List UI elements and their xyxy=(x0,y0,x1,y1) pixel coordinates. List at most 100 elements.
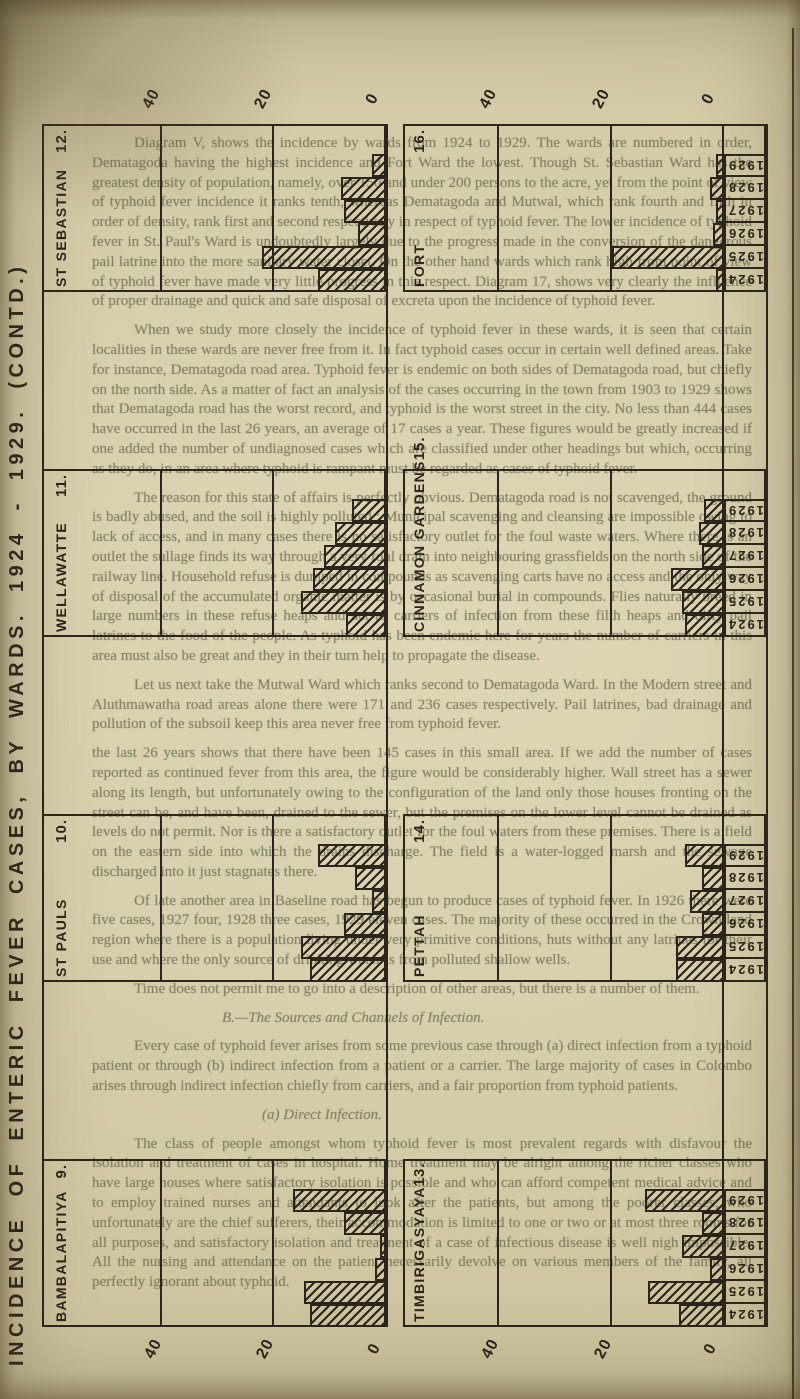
year-label-box: 1929 xyxy=(724,154,766,177)
year-label-box: 1925 xyxy=(724,246,766,269)
bar-1928 xyxy=(701,867,724,890)
year-label: 1925 xyxy=(726,594,764,609)
bleed-paragraph: The reason for this state of affairs is … xyxy=(92,489,752,664)
chart-st-pauls: ST PAULS 10. xyxy=(42,814,386,982)
chart-frame-top xyxy=(42,1159,386,1161)
ward-label-rotated: FORT 16. xyxy=(408,129,430,287)
year-label: 1926 xyxy=(726,916,764,931)
chart-frame-bottom xyxy=(42,635,386,637)
axis-tick-40-bottom: 40 xyxy=(140,1334,174,1368)
year-label-box: 1925 xyxy=(724,936,766,959)
axis-tick-text: 0 xyxy=(364,1340,385,1358)
year-label-box: 1929 xyxy=(724,1189,766,1212)
chart-frame-bottom xyxy=(403,635,766,637)
bar-1925 xyxy=(304,1281,386,1304)
ward-label: BAMBALAPITIYA 9. xyxy=(50,1164,72,1322)
chart-frame-left xyxy=(403,124,405,292)
bar-1929 xyxy=(292,1189,386,1212)
axis-tick-0-bottom: 0 xyxy=(364,1334,400,1368)
year-label-box: 1924 xyxy=(724,1304,766,1327)
gridline-20 xyxy=(272,1159,274,1327)
bar-1926 xyxy=(374,1258,386,1281)
gridline-40 xyxy=(497,469,499,637)
year-label-box: 1926 xyxy=(724,568,766,591)
ward-label: ST SEBASTIAN 12. xyxy=(50,129,72,287)
bar-1929 xyxy=(684,844,724,867)
ward-name: PETTAH xyxy=(411,914,427,977)
chart-frame-left xyxy=(42,814,44,982)
year-label: 1926 xyxy=(726,571,764,586)
chart-cinnamon-gardens: 1929 1928 1927 1926 1925 1924 CINNAMON GARDENS… xyxy=(403,436,766,637)
axis-tick-20-top: 20 xyxy=(588,84,622,118)
axis-tick-text: 40 xyxy=(141,1336,166,1362)
chart-frame-left xyxy=(403,814,405,982)
chart-st-sebastian: ST SEBASTIAN 12. xyxy=(42,124,386,292)
year-label: 1929 xyxy=(726,158,764,173)
bar-1929 xyxy=(715,154,724,177)
year-label-box: 1925 xyxy=(724,1281,766,1304)
year-label-box: 1928 xyxy=(724,867,766,890)
grid-vertical-rule xyxy=(722,124,724,1327)
bar-1926 xyxy=(709,1258,724,1281)
year-label: 1928 xyxy=(726,870,764,885)
year-label: 1927 xyxy=(726,1238,764,1253)
gridline-40 xyxy=(497,1159,499,1327)
bar-1924 xyxy=(684,614,724,637)
year-label: 1925 xyxy=(726,249,764,264)
year-label-box: 1924 xyxy=(724,269,766,292)
bar-1925 xyxy=(611,246,724,269)
year-label-box: 1926 xyxy=(724,913,766,936)
bar-1925 xyxy=(681,591,724,614)
year-label: 1924 xyxy=(726,272,764,287)
year-label-box: 1927 xyxy=(724,890,766,913)
chart-frame-bottom xyxy=(403,1325,766,1327)
year-label-box: 1924 xyxy=(724,959,766,982)
bar-1929 xyxy=(352,499,386,522)
bar-1928 xyxy=(343,1212,386,1235)
bar-1926 xyxy=(701,913,724,936)
bar-1925 xyxy=(261,246,386,269)
ward-number: 16. xyxy=(410,129,428,153)
chart-frame-left xyxy=(403,469,405,637)
bar-1929 xyxy=(371,154,386,177)
chart-frame-top xyxy=(42,469,386,471)
year-label: 1928 xyxy=(726,180,764,195)
axis-tick-0-top: 0 xyxy=(363,84,398,118)
bar-1928 xyxy=(698,522,724,545)
year-label: 1924 xyxy=(726,1307,764,1322)
axis-tick-text: 0 xyxy=(700,1340,721,1358)
chart-timbirigasyaya: 1929 1928 1927 1926 1925 1924 TIMBIRIGASYAYA 13… xyxy=(403,1159,766,1327)
ward-name: WELLAWATTE xyxy=(53,522,69,632)
bar-1926 xyxy=(312,568,386,591)
ward-label-rotated: PETTAH 14. xyxy=(408,819,430,977)
bar-1929 xyxy=(318,844,386,867)
bleed-paragraph: Time does not permit me to go into a des… xyxy=(134,980,700,997)
chart-frame-left xyxy=(42,1159,44,1327)
gridline-20 xyxy=(610,124,612,292)
bar-1928 xyxy=(709,177,724,200)
year-label: 1927 xyxy=(726,893,764,908)
gridline-20 xyxy=(610,469,612,637)
axis-tick-text: 40 xyxy=(139,86,164,112)
ward-name: TIMBIRIGASYAYA xyxy=(411,1186,427,1322)
ward-label-rotated: WELLAWATTE 11. xyxy=(50,474,72,632)
bleed-paragraph: Of late another area in Baseline road ha… xyxy=(92,892,752,969)
chart-frame-top xyxy=(403,469,766,471)
bleed-paragraph: Let us next take the Mutwal Ward which r… xyxy=(92,676,752,733)
bar-1927 xyxy=(371,890,386,913)
ward-name: FORT xyxy=(411,243,427,287)
gridline-20 xyxy=(272,124,274,292)
ward-label: ST PAULS 10. xyxy=(50,819,72,977)
bleed-paragraph: (a) Direct Infection. xyxy=(262,1106,382,1123)
chart-frame-top xyxy=(42,124,386,126)
year-label-box: 1927 xyxy=(724,200,766,223)
ward-number: 14. xyxy=(410,819,428,843)
grid-vertical-rule xyxy=(386,124,388,1327)
chart-frame-bottom xyxy=(42,980,386,982)
bar-1927 xyxy=(681,1235,724,1258)
gridline-40 xyxy=(497,814,499,982)
gridline-40 xyxy=(497,124,499,292)
bar-1928 xyxy=(354,867,386,890)
chart-fort: 1929 1928 1927 1926 1925 1924 FORT 16. xyxy=(403,124,766,292)
